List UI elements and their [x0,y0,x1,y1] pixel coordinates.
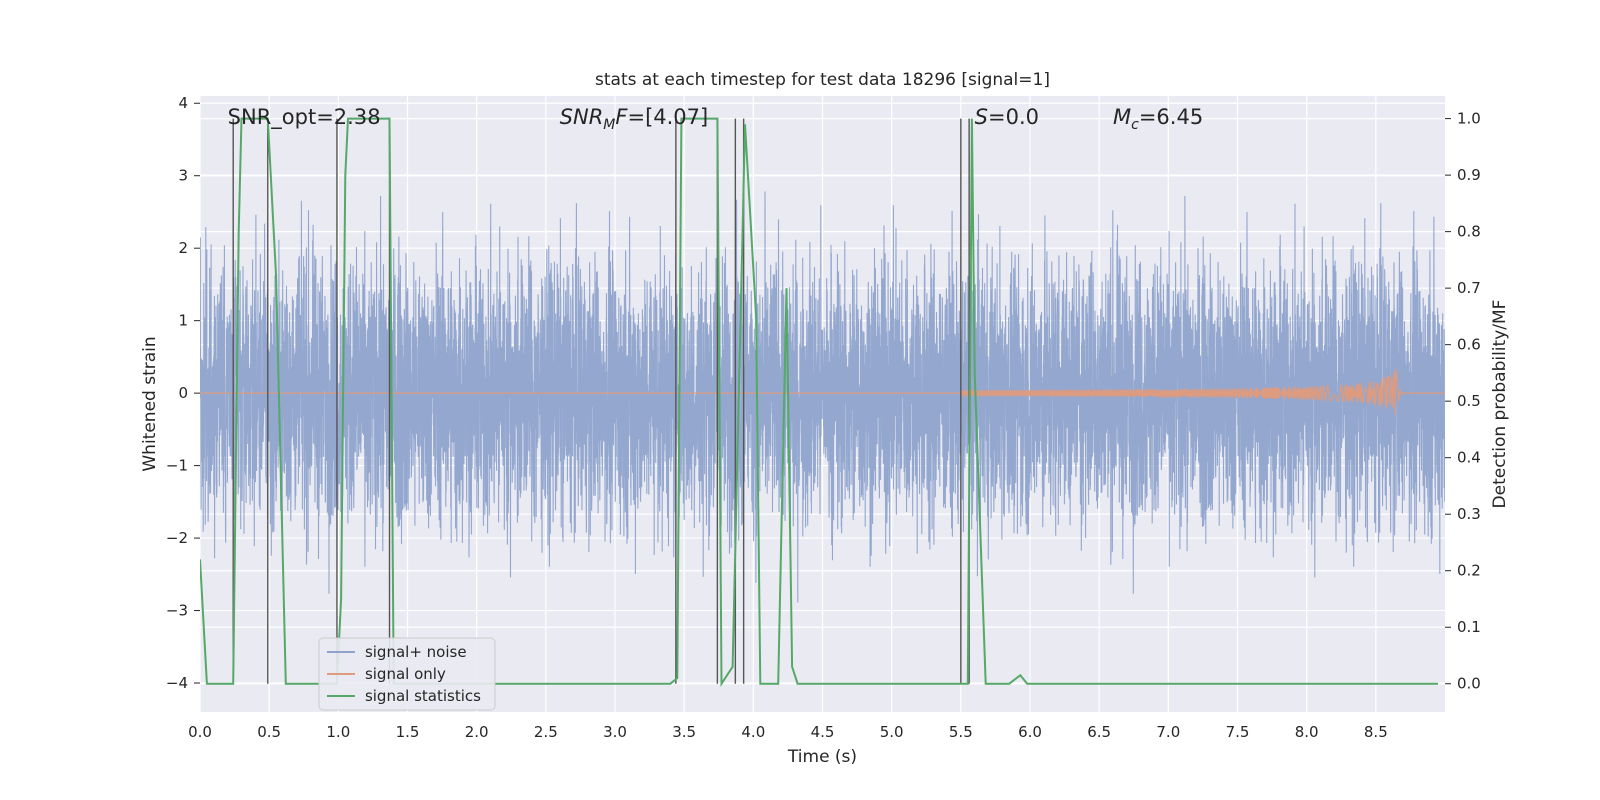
legend: signal+ noise signal only signal statistic… [318,637,496,711]
y-tick-label-left: 2 [178,239,188,257]
annotations: SNR_opt=2.38 SNRMF=[4.07] S=0.0 Mc=6.45 [228,105,1204,133]
y-tick-label-right: 0.6 [1457,336,1481,354]
legend-box [318,637,496,711]
x-tick-label: 1.0 [326,723,350,741]
y-tick-label-left: 4 [178,94,188,112]
x-tick-label: 2.0 [465,723,489,741]
plot-area [200,117,1445,688]
y-tick-label-right: 0.5 [1457,392,1481,410]
x-tick-label: 3.0 [603,723,627,741]
signal-only-series-line [200,368,1445,415]
x-tick-label: 6.0 [1018,723,1042,741]
y-tick-label-right: 0.8 [1457,223,1481,241]
x-tick-label: 1.5 [396,723,420,741]
y-tick-label-left: 3 [178,167,188,185]
x-tick-label: 7.5 [1226,723,1250,741]
x-tick-label: 6.5 [1087,723,1111,741]
legend-entry-label: signal only [365,665,446,683]
y-tick-label-left: −3 [166,602,188,620]
y-tick-label-left: −2 [166,529,188,547]
y-tick-label-right: 0.7 [1457,279,1481,297]
x-tick-label: 7.0 [1156,723,1180,741]
x-tick-label: 0.0 [188,723,212,741]
annotation-chirp-mass: Mc=6.45 [1113,105,1203,133]
x-tick-label: 5.5 [949,723,973,741]
x-tick-label: 0.5 [257,723,281,741]
x-tick-label: 2.5 [534,723,558,741]
noise-series-line [200,191,1445,603]
y-tick-label-right: 0.0 [1457,675,1481,693]
y-tick-label-left: 0 [178,384,188,402]
x-tick-label: 4.0 [741,723,765,741]
annotation-s-value: S=0.0 [975,105,1039,129]
x-tick-label: 4.5 [811,723,835,741]
annotation-snr-mf: SNRMF=[4.07] [560,105,709,133]
x-axis: 0.0 0.5 1.0 1.5 2.0 2.5 3.0 3.5 4.0 4.5 5.0 5.5 6.0 6… [188,723,1388,741]
x-tick-label: 8.0 [1295,723,1319,741]
x-tick-label: 8.5 [1364,723,1388,741]
legend-entry-label: signal statistics [365,687,481,705]
x-axis-label: Time (s) [787,747,857,767]
y-tick-label-right: 0.3 [1457,505,1481,523]
y-tick-label-left: −1 [166,457,188,475]
y-tick-label-left: 1 [178,312,188,330]
y-axis-left: 4 3 2 1 0 −1 −2 −3 −4 [166,94,200,692]
y-tick-label-right: 0.2 [1457,562,1481,580]
y-axis-label-right: Detection probability/MF [1490,300,1510,509]
y-axis-label-left: Whitened strain [140,336,160,471]
y-tick-label-right: 0.9 [1457,166,1481,184]
legend-entry-label: signal+ noise [365,643,467,661]
y-axis-right: 1.0 0.9 0.8 0.7 0.6 0.5 0.4 0.3 0.2 0.1 0.0 [1445,110,1481,693]
y-tick-label-right: 0.1 [1457,618,1481,636]
annotation-snr-opt: SNR_opt=2.38 [228,105,381,130]
y-tick-label-left: −4 [166,674,188,692]
chart-title: stats at each timestep for test data 182… [595,70,1050,90]
x-tick-label: 3.5 [672,723,696,741]
y-tick-label-right: 1.0 [1457,110,1481,128]
x-tick-label: 5.0 [880,723,904,741]
statistics-series-line [200,117,1439,688]
y-tick-label-right: 0.4 [1457,449,1481,467]
